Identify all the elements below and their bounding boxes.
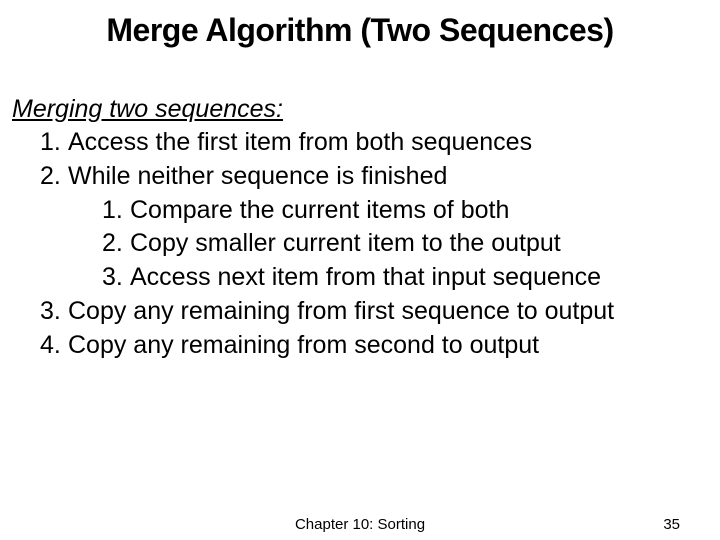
algorithm-list: 1.Access the first item from both sequen… [24, 126, 696, 362]
slide-container: Merge Algorithm (Two Sequences) Merging … [0, 0, 720, 540]
item-text: Access the first item from both sequence… [68, 128, 532, 156]
slide-subtitle: Merging two sequences: [12, 95, 696, 124]
list-item: 3.Copy any remaining from first sequence… [24, 295, 696, 329]
item-number: 3. [40, 295, 68, 329]
item-text: Compare the current items of both [130, 196, 509, 224]
list-item: 1.Access the first item from both sequen… [24, 126, 696, 160]
item-number: 1. [102, 194, 130, 228]
item-number: 1. [40, 126, 68, 160]
item-number: 3. [102, 261, 130, 295]
footer-page-number: 35 [663, 516, 680, 533]
item-text: Access next item from that input sequenc… [130, 263, 601, 291]
slide-title: Merge Algorithm (Two Sequences) [24, 12, 696, 49]
list-subitem: 2.Copy smaller current item to the outpu… [24, 227, 696, 261]
footer-chapter: Chapter 10: Sorting [295, 516, 425, 533]
list-item: 4.Copy any remaining from second to outp… [24, 329, 696, 363]
item-number: 2. [40, 160, 68, 194]
item-text: While neither sequence is finished [68, 162, 447, 190]
list-item: 2.While neither sequence is finished [24, 160, 696, 194]
item-text: Copy any remaining from first sequence t… [68, 297, 614, 325]
item-text: Copy smaller current item to the output [130, 229, 561, 257]
list-subitem: 3.Access next item from that input seque… [24, 261, 696, 295]
list-subitem: 1.Compare the current items of both [24, 194, 696, 228]
item-number: 4. [40, 329, 68, 363]
item-number: 2. [102, 227, 130, 261]
item-text: Copy any remaining from second to output [68, 331, 539, 359]
